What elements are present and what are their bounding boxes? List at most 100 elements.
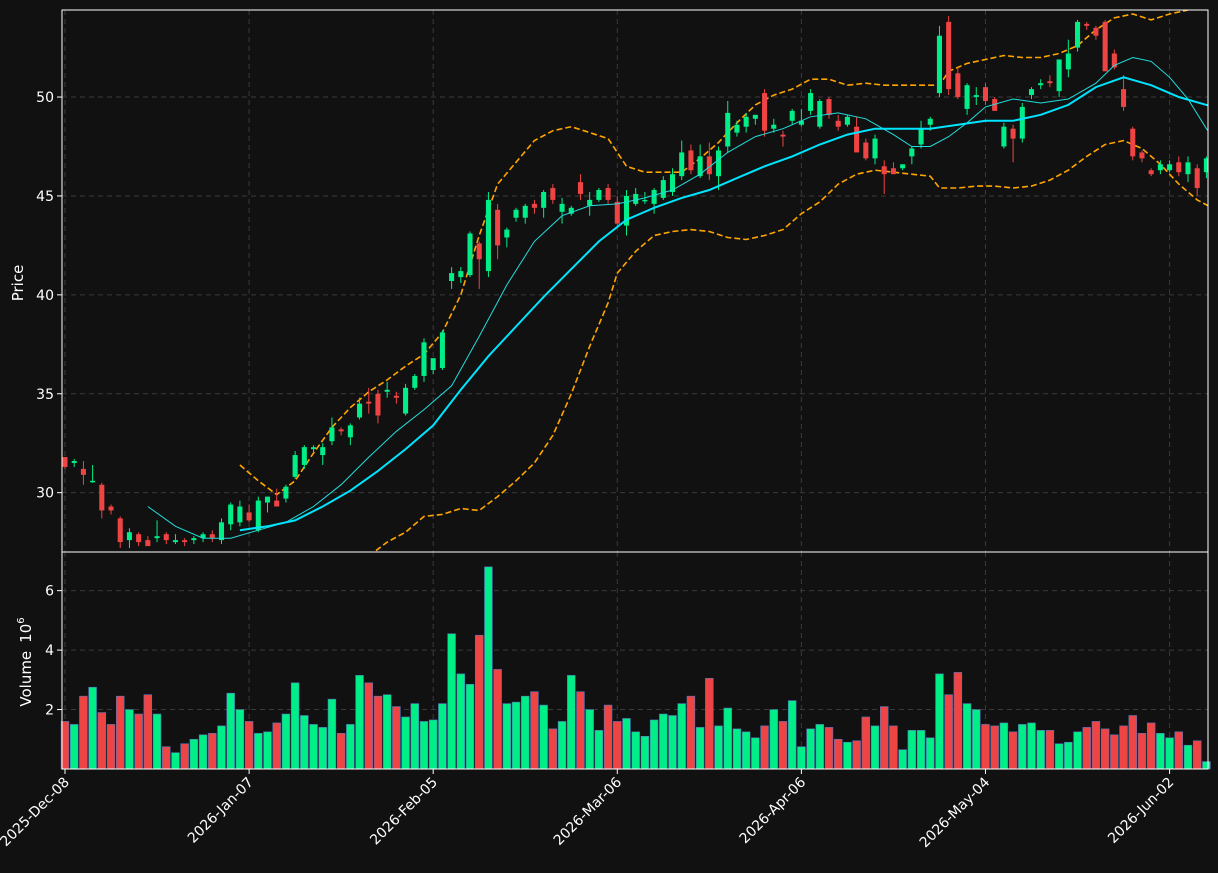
volume-bar xyxy=(649,719,659,770)
candle-body xyxy=(1121,89,1127,107)
candle-body xyxy=(366,401,372,404)
volume-bar xyxy=(465,683,475,770)
candlesticks xyxy=(62,15,1208,549)
volume-bar xyxy=(935,673,944,770)
price-axis-title: Price xyxy=(9,265,27,302)
candle-body xyxy=(200,534,206,539)
volume-panel-frame xyxy=(61,551,1209,770)
candle-body xyxy=(1038,83,1044,86)
candle-body xyxy=(900,164,906,169)
candle-body xyxy=(955,73,961,98)
volume-bar xyxy=(502,703,512,770)
volume-bar xyxy=(355,675,364,770)
candle-body xyxy=(264,496,271,503)
candle-body xyxy=(1139,152,1145,159)
x-tick-label: 2026-Jan-07 xyxy=(185,775,257,847)
volume-bar xyxy=(484,566,493,770)
candle-body xyxy=(679,152,685,177)
candle-body xyxy=(145,540,151,547)
candle-body xyxy=(587,199,593,206)
candle-body xyxy=(946,21,952,90)
volume-bar xyxy=(493,669,502,770)
volume-bar xyxy=(198,734,208,770)
volume-bar xyxy=(125,709,134,770)
volume-bar xyxy=(134,713,143,770)
candle-body xyxy=(154,536,160,539)
candle-body xyxy=(495,209,501,246)
volume-bar xyxy=(272,722,281,770)
price-tick-label: 40 xyxy=(36,288,54,304)
candle-body xyxy=(559,203,565,212)
volume-bar xyxy=(594,730,604,770)
volume-bar xyxy=(1027,722,1036,770)
volume-bar xyxy=(870,725,880,770)
candle-body xyxy=(71,461,77,463)
volume-bar xyxy=(1165,737,1174,770)
candle-body xyxy=(1130,128,1136,157)
candle-body xyxy=(421,342,427,376)
volume-bar xyxy=(1008,731,1018,770)
volume-bar xyxy=(843,741,852,770)
price-y-axis: 30 35 40 45 50 xyxy=(36,90,62,502)
x-tick-label: 2026-Mar-06 xyxy=(551,774,625,848)
volume-bar xyxy=(511,701,521,770)
volume-bar xyxy=(530,691,539,770)
candle-body xyxy=(725,112,731,147)
candle-body xyxy=(1167,164,1173,171)
volume-bar xyxy=(1128,715,1137,770)
moving-averages xyxy=(147,56,1208,539)
candle-body xyxy=(1157,164,1163,171)
candle-body xyxy=(669,174,676,192)
volume-bar xyxy=(806,728,815,770)
candle-body xyxy=(771,124,777,129)
volume-bar xyxy=(235,709,245,770)
x-axis: 2025-Dec-08 2026-Jan-07 2026-Feb-05 2026-Ma… xyxy=(0,769,1177,851)
price-grid xyxy=(62,96,1208,494)
candle-body xyxy=(909,148,915,157)
candle-body xyxy=(108,506,114,511)
volume-bar xyxy=(990,725,999,770)
candle-body xyxy=(1176,162,1182,173)
volume-bar xyxy=(585,709,594,770)
volume-bar xyxy=(631,731,640,770)
volume-bar xyxy=(824,727,834,770)
volume-scale-base: 10 xyxy=(17,624,35,643)
volume-bar xyxy=(189,738,199,770)
candle-body xyxy=(1185,162,1191,175)
volume-bar xyxy=(1054,743,1064,770)
volume-bar xyxy=(79,695,88,770)
candle-body xyxy=(992,99,998,111)
candle-body xyxy=(752,114,758,119)
volume-bar xyxy=(833,738,843,770)
candle-body xyxy=(863,142,869,159)
volume-bar xyxy=(1036,730,1045,770)
volume-bar xyxy=(1110,734,1119,770)
volume-bar xyxy=(382,694,392,770)
candle-body xyxy=(835,120,841,127)
sma-fast-line xyxy=(147,56,1208,539)
price-tick-label: 50 xyxy=(36,90,54,106)
volume-tick-label: 6 xyxy=(45,584,54,600)
volume-bar xyxy=(548,728,558,770)
candle-body xyxy=(596,190,602,200)
candle-body xyxy=(964,85,970,109)
volume-bar xyxy=(373,695,383,770)
candle-body xyxy=(1074,21,1081,48)
volume-bar xyxy=(1119,725,1128,770)
volume-bar xyxy=(999,722,1009,770)
volume-bar xyxy=(456,673,466,770)
candle-body xyxy=(403,387,409,414)
candle-body xyxy=(973,95,979,98)
candle-body xyxy=(301,447,307,465)
volume-axis-label: Volume xyxy=(17,651,35,707)
volume-bars xyxy=(60,566,1211,770)
candle-body xyxy=(522,205,528,218)
volume-bar xyxy=(327,698,337,770)
x-tick-label: 2025-Dec-08 xyxy=(0,775,73,850)
volume-bar xyxy=(861,716,871,770)
bollinger-lower-line xyxy=(372,139,1208,552)
volume-bar xyxy=(419,721,429,770)
volume-axis-title: Volume 106 xyxy=(16,617,35,706)
candle-body xyxy=(844,116,850,125)
